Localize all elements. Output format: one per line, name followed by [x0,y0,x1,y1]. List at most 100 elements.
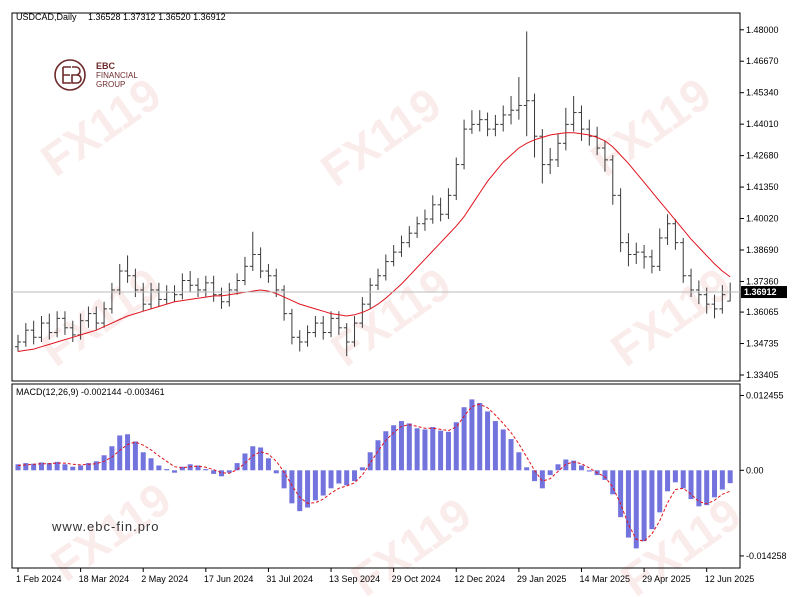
macd-bar [218,470,224,477]
macd-bar [125,434,131,471]
macd-bar [156,465,162,471]
y-tick-label: 1.46670 [746,56,779,66]
x-tick-label: 2 May 2024 [141,574,188,584]
macd-bar [297,470,303,512]
macd-bar [586,470,592,472]
x-tick-label: 18 Mar 2024 [79,574,130,584]
x-tick-label: 31 Jul 2024 [266,574,313,584]
watermark: FX119 [31,257,170,376]
macd-bar [109,446,115,471]
macd-bar [657,470,663,513]
macd-bar [132,441,138,471]
macd-bar [578,465,584,471]
macd-bar [78,465,84,471]
macd-bar [31,463,37,471]
macd-bar [281,470,287,489]
y-tick-label: 1.41350 [746,182,779,192]
macd-bar [688,470,694,500]
logo-mark [62,66,82,84]
macd-bar [148,458,154,471]
ohlc-header: 1.36528 1.37312 1.36520 1.36912 [88,12,226,22]
macd-bar [398,421,404,471]
macd-bar [54,461,60,471]
price-panel [11,12,741,382]
macd-bar [312,470,318,501]
macd-bar [539,470,545,489]
macd-bar [547,470,553,476]
price-badge [741,286,787,299]
watermark: FX119 [581,67,720,186]
macd-bar [555,464,561,471]
macd-bar [719,470,725,490]
signal-line [17,403,731,542]
y-tick-label: 1.40020 [746,214,779,224]
macd-bar [516,452,522,471]
macd-bar [242,453,248,471]
macd-bar [665,470,671,492]
y-tick-label: 1.33405 [746,370,779,380]
macd-bar [680,470,686,489]
y-tick-label: 1.34735 [746,339,779,349]
macd-bar [46,463,52,471]
macd-bar [195,465,201,471]
y-tick-label: 0.00 [746,465,764,475]
macd-title: MACD(12,26,9) -0.002144 -0.003461 [16,387,165,397]
macd-bar [461,407,467,471]
macd-bar [179,466,185,471]
watermark: FX119 [601,257,740,376]
macd-bar [532,470,538,482]
macd-bar [406,423,412,471]
y-tick-label: 1.48000 [746,25,779,35]
macd-bar [633,470,639,549]
macd-bar [62,464,68,471]
macd-bar [289,470,295,504]
y-tick-label: 1.37360 [746,276,779,286]
logo-line: FINANCIAL [96,71,138,80]
x-tick-label: 12 Jun 2025 [705,574,755,584]
macd-bar [359,467,365,471]
macd-bar [187,464,193,471]
y-tick-label: -0.014258 [746,551,787,561]
macd-panel [11,383,741,569]
macd-bar [70,466,76,471]
macd-bar [383,431,389,471]
macd-bar [164,469,170,471]
watermark: FX119 [321,257,460,376]
y-tick-label: 1.42680 [746,151,779,161]
x-tick-label: 13 Sep 2024 [329,574,380,584]
macd-bar [140,452,146,471]
y-tick-label: 1.45340 [746,88,779,98]
macd-bar [172,470,178,473]
logo-name: EBC [96,61,116,71]
macd-bar [610,470,616,495]
macd-bar [492,421,498,471]
macd-bar [672,470,678,483]
macd-bar [571,460,577,471]
chart-title: USDCAD,Daily [16,12,77,22]
macd-bar [430,427,436,471]
macd-bar [453,422,459,471]
macd-bar [265,458,271,471]
macd-bar [438,430,444,471]
website: www.ebc-fin.pro [51,519,159,534]
x-tick-label: 17 Jun 2024 [204,574,254,584]
macd-bar [727,470,733,484]
macd-bar [508,439,514,471]
logo: EBC FINANCIAL GROUP [54,59,138,91]
logo-line: GROUP [96,80,125,89]
macd-bar [320,470,326,496]
x-tick-label: 29 Jan 2025 [517,574,567,584]
macd-bar [422,429,428,471]
macd-bar [344,470,350,486]
macd-bar [367,452,373,471]
macd-bar [336,470,342,484]
macd-bar [226,470,232,473]
macd-bar [477,403,483,471]
y-tick-label: 0.012455 [746,390,784,400]
x-tick-label: 14 Mar 2025 [579,574,630,584]
price-label: 1.36912 [744,287,777,297]
macd-bar [258,447,264,471]
macd-bar [211,470,217,474]
x-tick-label: 12 Dec 2024 [454,574,505,584]
